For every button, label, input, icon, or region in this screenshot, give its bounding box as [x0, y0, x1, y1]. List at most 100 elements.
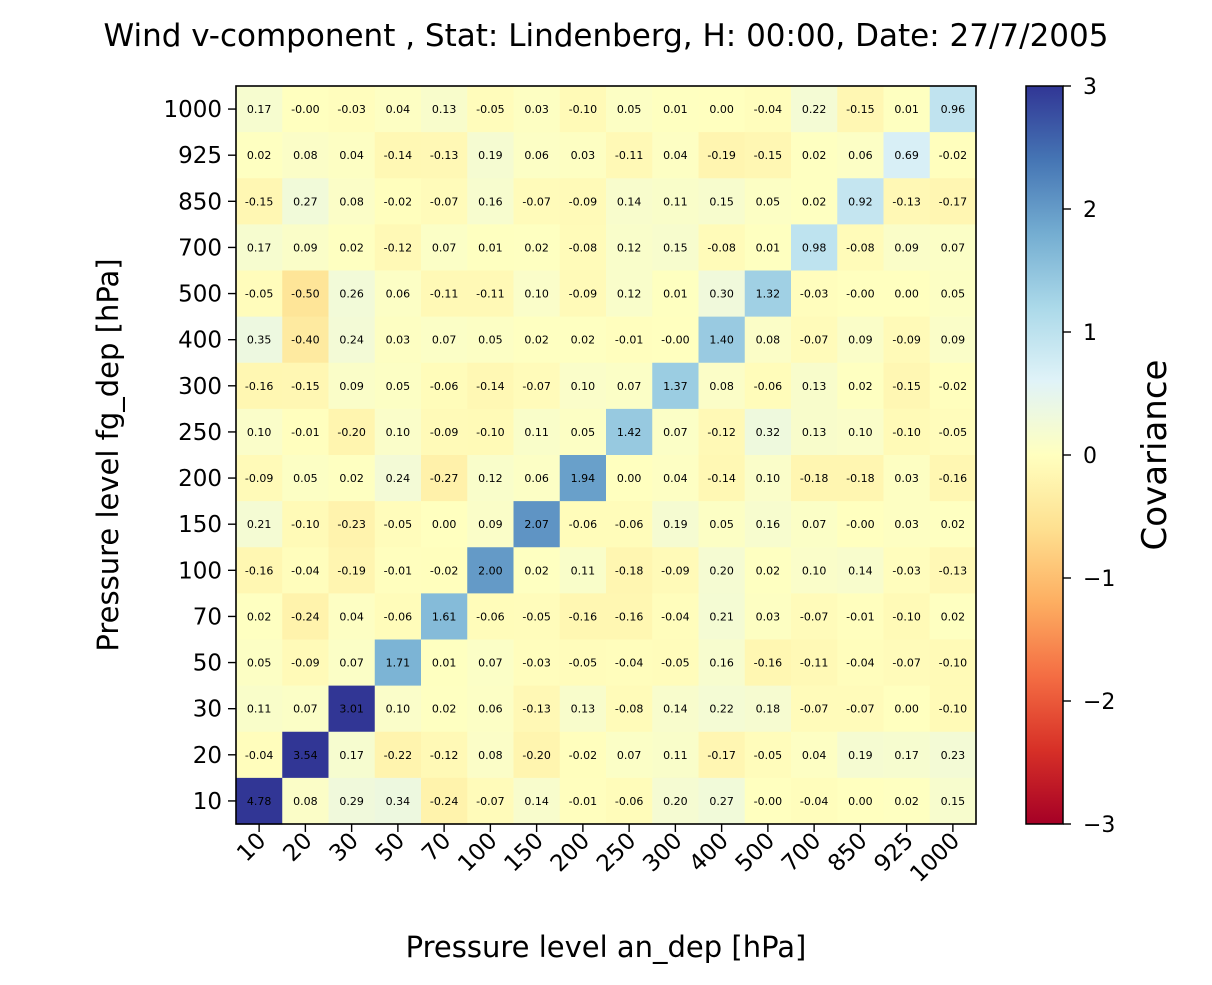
- cell-value-label: 0.29: [339, 795, 364, 808]
- y-tick-label: 500: [178, 282, 222, 308]
- heatmap-cell: [698, 224, 746, 272]
- heatmap-cell: [698, 685, 746, 733]
- cell-value-label: 0.02: [941, 518, 966, 531]
- cell-value-label: -0.22: [384, 749, 412, 762]
- cell-value-label: -0.05: [661, 657, 689, 670]
- cell-value-label: 0.09: [339, 380, 364, 393]
- cell-value-label: -0.14: [384, 149, 412, 162]
- heatmap-cell: [328, 731, 376, 779]
- y-tick-label: 925: [178, 143, 222, 169]
- y-tick-label: 1000: [163, 97, 222, 123]
- cell-value-label: -0.07: [892, 657, 920, 670]
- heatmap-cell: [883, 685, 931, 733]
- cell-value-label: 0.26: [339, 288, 364, 301]
- heatmap-cell: [791, 178, 838, 225]
- cell-value-label: -0.40: [291, 334, 319, 347]
- cell-value-label: -0.06: [615, 518, 643, 531]
- cell-value-label: -0.19: [337, 564, 365, 577]
- heatmap-cell: [421, 547, 468, 594]
- heatmap-cell: [559, 455, 607, 502]
- heatmap-cell: [236, 270, 283, 318]
- cell-value-label: 2.07: [524, 518, 549, 531]
- cell-value-label: -0.09: [892, 334, 920, 347]
- heatmap-cell: [374, 270, 422, 318]
- cell-value-label: -0.04: [800, 795, 828, 808]
- cell-value-label: 0.03: [894, 518, 919, 531]
- heatmap-cell: [883, 86, 931, 133]
- cell-value-label: 0.05: [941, 288, 966, 301]
- heatmap-cell: [652, 86, 700, 133]
- heatmap-cell: [374, 178, 422, 225]
- cell-value-label: 0.05: [293, 472, 318, 485]
- heatmap-cell: [467, 132, 515, 179]
- cell-value-label: -0.19: [707, 149, 735, 162]
- cell-value-label: -0.11: [800, 657, 828, 670]
- cell-value-label: -0.00: [846, 518, 874, 531]
- heatmap-cell: [606, 270, 653, 318]
- heatmap-cell: [513, 593, 561, 641]
- heatmap-cell: [236, 362, 283, 410]
- heatmap-cell: [744, 408, 792, 456]
- cell-value-label: 0.02: [894, 795, 919, 808]
- colorbar-tick-label: 3: [1083, 75, 1097, 100]
- heatmap-cell: [929, 316, 977, 364]
- cell-value-label: -0.15: [245, 195, 273, 208]
- x-tick-label: 100: [453, 828, 502, 877]
- cell-value-label: -0.09: [661, 564, 689, 577]
- heatmap-cell: [467, 593, 515, 641]
- cell-value-label: -0.08: [707, 241, 735, 254]
- heatmap-cell: [467, 639, 515, 687]
- heatmap-cell: [929, 639, 977, 687]
- cell-value-label: -0.01: [615, 334, 643, 347]
- y-tick-label: 30: [193, 697, 222, 723]
- heatmap-cell: [883, 408, 931, 456]
- x-axis: 10 20 30 50 70100150200250300400500700850925…: [232, 824, 965, 888]
- heatmap-cell: [559, 132, 607, 179]
- cell-value-label: -0.12: [430, 749, 458, 762]
- heatmap-cell: [513, 547, 561, 594]
- heatmap-cell: [652, 132, 700, 179]
- cell-value-label: -0.12: [384, 241, 412, 254]
- cell-value-label: 0.00: [432, 518, 457, 531]
- heatmap-cell: [467, 455, 515, 502]
- cell-value-label: -0.08: [569, 241, 597, 254]
- heatmap-cell: [236, 731, 283, 779]
- heatmap-cell: [606, 685, 653, 733]
- heatmap-cell: [837, 639, 885, 687]
- cell-value-label: -0.50: [291, 288, 319, 301]
- cell-value-label: -0.05: [476, 103, 504, 116]
- heatmap-cell: [421, 362, 468, 410]
- plot-frame: [235, 85, 977, 825]
- heatmap-cell: [374, 408, 422, 456]
- cell-value-label: 0.07: [663, 426, 688, 439]
- cell-value-label: -0.13: [430, 149, 458, 162]
- heatmap-cell: [791, 731, 838, 779]
- cell-value-label: -0.05: [569, 657, 597, 670]
- cell-value-label: 0.05: [617, 103, 642, 116]
- heatmap-cell: [559, 86, 607, 133]
- cell-value-label: 0.07: [617, 749, 642, 762]
- cell-value-label: -0.10: [892, 426, 920, 439]
- cell-value-label: 0.05: [756, 195, 781, 208]
- heatmap-cell: [513, 362, 561, 410]
- heatmap-cell: [421, 86, 468, 133]
- cell-value-label: 0.02: [339, 241, 364, 254]
- cell-value-label: -0.27: [430, 472, 458, 485]
- cell-value-label: 0.05: [247, 657, 272, 670]
- cell-value-label: 0.10: [848, 426, 873, 439]
- cell-value-label: -0.07: [800, 703, 828, 716]
- heatmap-cell: [606, 501, 653, 548]
- heatmap-cell: [606, 86, 653, 133]
- heatmap-cell: [744, 593, 792, 641]
- cell-value-label: 0.15: [709, 195, 734, 208]
- cell-value-label: 1.32: [756, 288, 781, 301]
- cell-value-label: 0.07: [293, 703, 318, 716]
- heatmap-cell: [282, 362, 330, 410]
- heatmap-cell: [744, 501, 792, 548]
- cell-value-label: 0.10: [571, 380, 596, 393]
- heatmap-cell: [513, 639, 561, 687]
- cell-value-label: 0.08: [293, 795, 318, 808]
- heatmap-cell: [606, 777, 653, 825]
- heatmap-cell: [559, 316, 607, 364]
- cell-value-label: 0.01: [663, 103, 688, 116]
